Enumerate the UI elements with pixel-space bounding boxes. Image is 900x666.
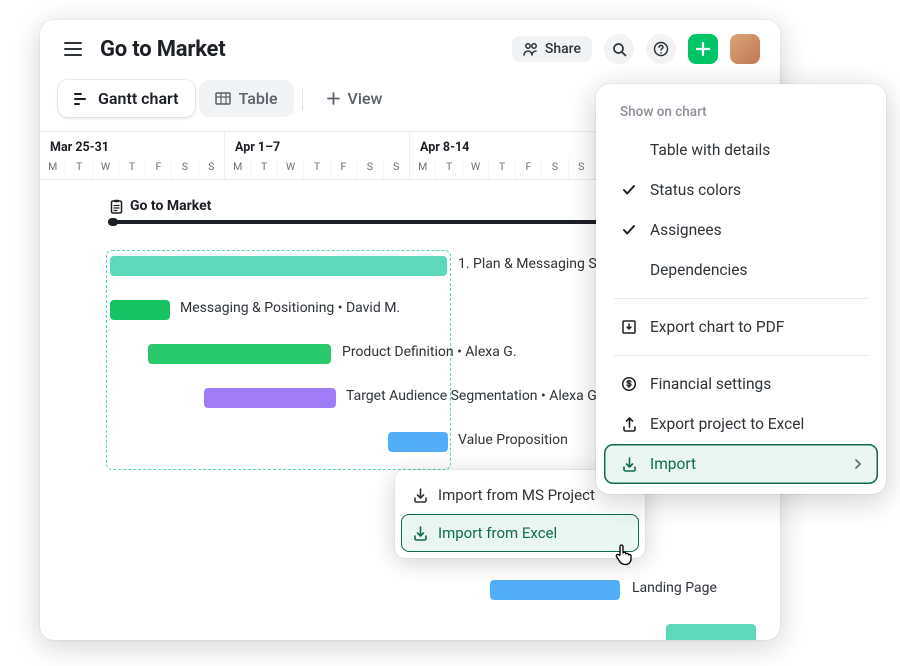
day-cell: T — [436, 158, 462, 179]
people-icon — [523, 42, 539, 56]
week-label: Apr 8-14 — [410, 132, 595, 158]
chevron-right-icon — [854, 458, 862, 470]
add-button[interactable] — [688, 34, 718, 64]
day-cell: W — [278, 158, 304, 179]
day-cell: F — [331, 158, 357, 179]
gantt-bar-label: Product Definition • Alexa G. — [342, 344, 517, 360]
project-title: Go to Market — [130, 198, 211, 214]
project-label: Go to Market — [110, 198, 211, 214]
gantt-bar[interactable] — [148, 344, 331, 364]
week-label: Apr 1–7 — [225, 132, 410, 158]
day-cell: F — [516, 158, 542, 179]
export-excel-label: Export project to Excel — [650, 415, 804, 433]
day-cell: M — [410, 158, 436, 179]
tab-table-label: Table — [239, 89, 278, 108]
show-on-chart-item[interactable]: Status colors — [604, 170, 878, 210]
import-icon — [620, 456, 638, 472]
dropdown-divider — [614, 355, 868, 356]
week-days: MTWTFSS — [40, 158, 225, 179]
show-item-label: Status colors — [650, 181, 741, 199]
share-label: Share — [545, 41, 581, 57]
gantt-icon — [74, 92, 90, 106]
show-on-chart-item[interactable]: Assignees — [604, 210, 878, 250]
show-on-chart-item[interactable]: Table with details — [604, 130, 878, 170]
day-cell: F — [146, 158, 172, 179]
gantt-bar[interactable] — [490, 580, 620, 600]
check-icon — [620, 184, 638, 196]
show-item-label: Table with details — [650, 141, 770, 159]
financial-settings-item[interactable]: Financial settings — [604, 364, 878, 404]
gantt-bar[interactable] — [110, 256, 447, 276]
day-cell: T — [66, 158, 92, 179]
plus-icon — [327, 92, 340, 105]
day-cell: S — [384, 158, 409, 179]
day-cell: W — [93, 158, 119, 179]
tab-gantt-label: Gantt chart — [98, 89, 179, 108]
day-cell: W — [463, 158, 489, 179]
show-on-chart-item[interactable]: Dependencies — [604, 250, 878, 290]
week-days: MTWTFSS — [410, 158, 595, 179]
export-pdf-label: Export chart to PDF — [650, 318, 784, 336]
search-icon — [612, 42, 627, 57]
show-item-label: Assignees — [650, 221, 722, 239]
share-button[interactable]: Share — [512, 36, 592, 62]
header: Go to Market Share — [40, 20, 780, 70]
dropdown-heading: Show on chart — [604, 100, 878, 130]
gantt-bar[interactable] — [110, 300, 170, 320]
chart-options-dropdown: Show on chart Table with details Status c… — [596, 84, 886, 494]
tab-addview-label: View — [348, 89, 383, 108]
day-cell: S — [569, 158, 594, 179]
tab-add-view[interactable]: View — [311, 80, 399, 117]
day-cell: T — [304, 158, 330, 179]
day-cell: T — [489, 158, 515, 179]
tab-table[interactable]: Table — [199, 80, 294, 117]
dollar-icon — [620, 376, 638, 392]
day-cell: T — [119, 158, 145, 179]
pdf-icon — [620, 319, 638, 335]
import-label: Import — [650, 455, 696, 473]
export-icon — [620, 416, 638, 432]
import-icon — [413, 525, 428, 541]
plus-icon — [696, 42, 710, 56]
import-submenu-item[interactable]: Import from Excel — [401, 514, 639, 552]
week-days: MTWTFSS — [225, 158, 410, 179]
submenu-label: Import from Excel — [438, 524, 557, 542]
day-cell: S — [542, 158, 568, 179]
day-cell: T — [251, 158, 277, 179]
gantt-bar[interactable] — [666, 624, 756, 640]
tab-gantt[interactable]: Gantt chart — [58, 80, 195, 117]
gantt-bar-label: Landing Page — [632, 580, 717, 596]
submenu-label: Import from MS Project — [438, 486, 595, 504]
financial-label: Financial settings — [650, 375, 771, 393]
import-icon — [413, 487, 428, 503]
gantt-bar-label: Value Proposition — [458, 432, 568, 448]
day-cell: S — [199, 158, 224, 179]
gantt-bar[interactable] — [204, 388, 336, 408]
show-item-label: Dependencies — [650, 261, 748, 279]
menu-icon[interactable] — [58, 34, 88, 64]
help-icon — [653, 41, 669, 57]
clipboard-icon — [110, 199, 123, 214]
gantt-bar[interactable] — [388, 432, 448, 452]
day-cell: S — [172, 158, 198, 179]
search-button[interactable] — [604, 34, 634, 64]
avatar[interactable] — [730, 34, 760, 64]
tab-separator — [302, 88, 303, 110]
dropdown-divider — [614, 298, 868, 299]
day-cell: M — [225, 158, 251, 179]
table-icon — [215, 92, 231, 105]
check-icon — [620, 224, 638, 236]
import-item[interactable]: Import — [604, 444, 878, 484]
help-button[interactable] — [646, 34, 676, 64]
day-cell: M — [40, 158, 66, 179]
day-cell: S — [357, 158, 383, 179]
export-excel-item[interactable]: Export project to Excel — [604, 404, 878, 444]
export-pdf-item[interactable]: Export chart to PDF — [604, 307, 878, 347]
week-label: Mar 25-31 — [40, 132, 225, 158]
gantt-bar-label: Messaging & Positioning • David M. — [180, 300, 400, 316]
page-title: Go to Market — [100, 37, 225, 62]
gantt-bar-label: Target Audience Segmentation • Alexa G. — [346, 388, 600, 404]
